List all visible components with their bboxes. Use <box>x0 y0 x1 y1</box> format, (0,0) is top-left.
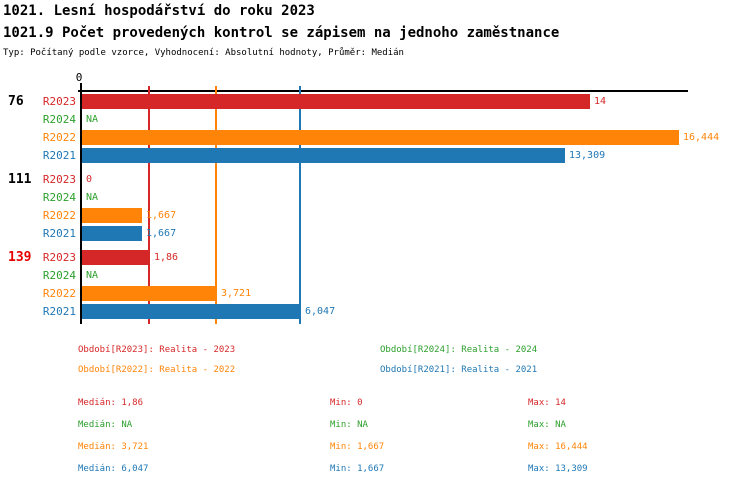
chart-meta-info: Typ: Počítaný podle vzorce, Vyhodnocení:… <box>3 48 404 58</box>
chart-groups: 76 R2023 14 R2024 NA R2022 16,444 R2021 … <box>0 92 750 326</box>
min-value: Min: 0 <box>330 398 363 408</box>
group-139: 139 R2023 1,86 R2024 NA R2022 3,721 R202… <box>0 248 750 320</box>
max-value: Max: 13,309 <box>528 464 588 474</box>
bar-value-label: 6,047 <box>305 305 336 317</box>
bar-row: R2021 6,047 <box>0 302 750 320</box>
stats-table: Medián: 1,86 Min: 0 Max: 14 Medián: NA M… <box>0 392 750 480</box>
bar <box>82 249 150 265</box>
median-line-r2022 <box>215 86 217 324</box>
series-row-label: R2023 <box>42 172 76 186</box>
max-value: Max: 14 <box>528 398 566 408</box>
bar-row: R2021 13,309 <box>0 146 750 164</box>
bar <box>82 147 565 163</box>
bar <box>82 129 679 145</box>
page-title: 1021. Lesní hospodářství do roku 2023 <box>3 3 315 19</box>
min-value: Min: 1,667 <box>330 464 385 474</box>
series-row-label: R2022 <box>42 208 76 222</box>
series-row-label: R2021 <box>42 304 76 318</box>
axis-top-line <box>78 90 688 92</box>
series-row-label: R2023 <box>42 94 76 108</box>
series-row-label: R2024 <box>42 268 76 282</box>
series-row-label: R2021 <box>42 148 76 162</box>
group-number: 111 <box>8 171 32 187</box>
max-value: Max: 16,444 <box>528 442 588 452</box>
axis-zero-tick <box>80 83 82 90</box>
bar-row: 139 R2023 1,86 <box>0 248 750 266</box>
legend-item-r2021: Období[R2021]: Realita - 2021 <box>380 365 538 375</box>
bar-value-label: 13,309 <box>569 149 606 161</box>
bar <box>82 225 142 241</box>
median-line-r2021 <box>299 86 301 324</box>
bar-value-label: 1,667 <box>146 209 177 221</box>
median-value: Medián: NA <box>78 420 133 430</box>
bar <box>82 303 301 319</box>
legend: Období[R2023]: Realita - 2023 Období[R20… <box>0 340 750 380</box>
stats-row-r2024: Medián: NA Min: NA Max: NA <box>0 414 750 436</box>
min-value: Min: NA <box>330 420 368 430</box>
series-row-label: R2022 <box>42 130 76 144</box>
axis-baseline <box>80 90 82 324</box>
bar-row: 111 R2023 0 <box>0 170 750 188</box>
bar-value-label: 16,444 <box>683 131 720 143</box>
series-row-label: R2022 <box>42 286 76 300</box>
series-row-label: R2024 <box>42 190 76 204</box>
bar-row: R2024 NA <box>0 188 750 206</box>
bar-row: R2022 1,667 <box>0 206 750 224</box>
bar-row: R2022 16,444 <box>0 128 750 146</box>
bar-row: R2024 NA <box>0 266 750 284</box>
legend-item-r2024: Období[R2024]: Realita - 2024 <box>380 345 538 355</box>
bar-chart: 0 76 R2023 14 R2024 NA R2022 16,444 <box>0 68 750 330</box>
stats-row-r2023: Medián: 1,86 Min: 0 Max: 14 <box>0 392 750 414</box>
bar-value-label: NA <box>86 113 99 125</box>
group-76: 76 R2023 14 R2024 NA R2022 16,444 R2021 … <box>0 92 750 164</box>
stats-row-r2021: Medián: 6,047 Min: 1,667 Max: 13,309 <box>0 458 750 480</box>
axis-zero-label: 0 <box>75 71 83 84</box>
median-line-r2023 <box>148 86 150 324</box>
group-111: 111 R2023 0 R2024 NA R2022 1,667 R2021 1… <box>0 170 750 242</box>
median-value: Medián: 3,721 <box>78 442 149 452</box>
min-value: Min: 1,667 <box>330 442 385 452</box>
series-row-label: R2024 <box>42 112 76 126</box>
bar-value-label: 3,721 <box>221 287 252 299</box>
bar-value-label: 1,86 <box>154 251 179 263</box>
median-value: Medián: 1,86 <box>78 398 144 408</box>
bar-row: R2024 NA <box>0 110 750 128</box>
bar <box>82 285 217 301</box>
legend-item-r2023: Období[R2023]: Realita - 2023 <box>78 345 236 355</box>
bar-value-label: 0 <box>86 173 93 185</box>
legend-item-r2022: Období[R2022]: Realita - 2022 <box>78 365 236 375</box>
series-row-label: R2021 <box>42 226 76 240</box>
bar-value-label: 1,667 <box>146 227 177 239</box>
median-value: Medián: 6,047 <box>78 464 149 474</box>
bar-value-label: 14 <box>594 95 607 107</box>
bar-row: R2021 1,667 <box>0 224 750 242</box>
bar-row: R2022 3,721 <box>0 284 750 302</box>
bar <box>82 93 590 109</box>
stats-row-r2022: Medián: 3,721 Min: 1,667 Max: 16,444 <box>0 436 750 458</box>
chart-subtitle: 1021.9 Počet provedených kontrol se zápi… <box>3 25 560 41</box>
max-value: Max: NA <box>528 420 566 430</box>
series-row-label: R2023 <box>42 250 76 264</box>
group-number: 139 <box>8 249 32 265</box>
bar-value-label: NA <box>86 191 99 203</box>
bar-value-label: NA <box>86 269 99 281</box>
group-number: 76 <box>8 93 24 109</box>
bar <box>82 207 142 223</box>
bar-row: 76 R2023 14 <box>0 92 750 110</box>
